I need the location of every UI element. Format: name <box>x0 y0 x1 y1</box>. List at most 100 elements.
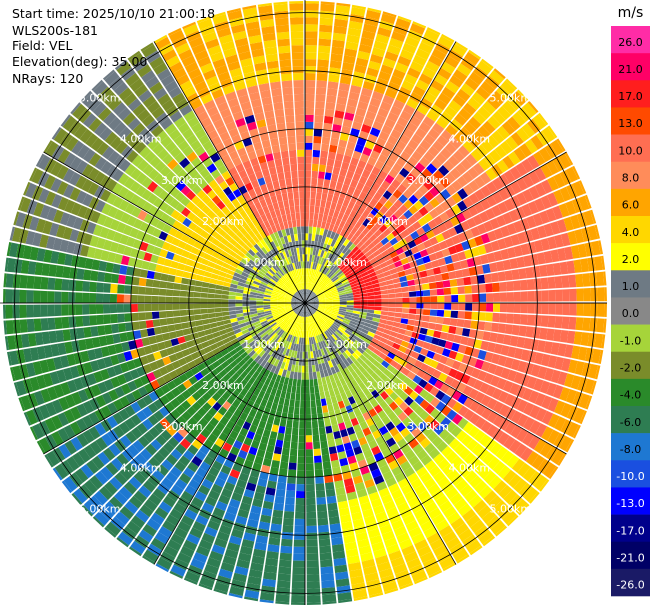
velocity-gate <box>287 413 294 421</box>
velocity-wedges <box>3 1 607 605</box>
velocity-gate <box>314 262 318 270</box>
velocity-gate <box>370 207 379 216</box>
velocity-gate <box>393 209 403 219</box>
velocity-gate <box>465 303 473 311</box>
velocity-gate <box>430 296 438 303</box>
velocity-gate <box>144 303 152 312</box>
velocity-gate <box>418 195 429 206</box>
velocity-gate <box>416 308 424 315</box>
velocity-gate <box>394 312 402 318</box>
velocity-gate <box>305 407 311 415</box>
velocity-gate <box>146 270 155 279</box>
velocity-gate <box>373 310 382 315</box>
velocity-gate <box>375 210 384 220</box>
velocity-gate <box>536 131 550 146</box>
velocity-gate <box>413 189 424 200</box>
velocity-gate <box>500 140 513 155</box>
velocity-gate <box>568 274 577 288</box>
velocity-gate <box>391 179 401 189</box>
velocity-gate <box>528 170 541 185</box>
velocity-gate <box>33 290 41 303</box>
velocity-gate <box>346 216 354 225</box>
velocity-gate <box>269 530 281 539</box>
velocity-gate <box>427 128 440 140</box>
velocity-gate <box>415 284 423 291</box>
velocity-gate <box>512 111 526 127</box>
velocity-gate <box>384 51 399 62</box>
velocity-gate <box>319 264 324 272</box>
velocity-gate <box>390 105 402 117</box>
velocity-gate <box>317 220 322 228</box>
velocity-gate <box>306 581 320 589</box>
velocity-gate <box>428 253 438 262</box>
velocity-gate <box>102 293 111 303</box>
velocity-gate <box>365 264 374 271</box>
velocity-gate <box>319 545 332 554</box>
velocity-gate <box>467 238 477 249</box>
velocity-gate <box>347 201 355 210</box>
velocity-gate <box>299 351 303 359</box>
velocity-gate <box>493 228 504 240</box>
velocity-gate <box>532 213 544 227</box>
velocity-gate <box>434 274 443 282</box>
velocity-gate <box>499 281 507 292</box>
velocity-gate <box>235 309 243 314</box>
velocity-gate <box>419 270 428 278</box>
velocity-gate <box>82 315 91 327</box>
velocity-gate <box>295 393 301 401</box>
velocity-gate <box>168 267 177 276</box>
velocity-gate <box>306 268 309 276</box>
velocity-gate <box>458 126 472 140</box>
velocity-gate <box>398 252 407 260</box>
velocity-gate <box>306 261 310 269</box>
velocity-gate <box>327 282 335 288</box>
velocity-gate <box>445 80 460 94</box>
velocity-gate <box>491 163 503 177</box>
velocity-gate <box>89 304 97 315</box>
velocity-gate <box>327 151 336 160</box>
velocity-gate <box>221 303 229 308</box>
velocity-gate <box>305 142 313 150</box>
velocity-gate <box>208 288 216 294</box>
velocity-gate <box>272 453 281 462</box>
velocity-gate <box>305 456 314 464</box>
velocity-gate <box>360 293 368 297</box>
velocity-gate <box>420 276 429 284</box>
velocity-gate <box>382 94 395 106</box>
velocity-gate <box>540 315 549 327</box>
velocity-gate <box>337 288 345 292</box>
velocity-gate <box>118 323 126 333</box>
velocity-gate <box>289 399 295 407</box>
velocity-gate <box>424 29 440 42</box>
velocity-gate <box>513 220 524 233</box>
velocity-gate <box>327 253 333 261</box>
velocity-gate <box>345 105 357 115</box>
velocity-gate <box>309 205 315 213</box>
velocity-gate <box>400 281 409 288</box>
velocity-gate <box>502 155 515 169</box>
velocity-gate <box>320 566 334 575</box>
velocity-gate <box>553 329 562 342</box>
velocity-gate <box>407 67 421 79</box>
velocity-gate <box>575 273 584 288</box>
velocity-gate <box>308 226 313 234</box>
velocity-gate <box>367 268 375 275</box>
velocity-gate <box>320 199 327 208</box>
velocity-gate <box>467 167 479 180</box>
velocity-gate <box>346 305 354 308</box>
velocity-gate <box>310 294 317 299</box>
velocity-gate <box>312 285 318 292</box>
velocity-gate <box>481 58 494 69</box>
velocity-gate <box>376 273 385 279</box>
velocity-gate <box>306 490 316 499</box>
velocity-gate <box>395 140 407 151</box>
velocity-gate <box>396 116 409 128</box>
velocity-gate <box>151 287 160 296</box>
velocity-gate <box>116 294 124 303</box>
velocity-gate <box>300 393 305 401</box>
velocity-gate <box>451 204 462 215</box>
velocity-gate <box>110 314 118 324</box>
velocity-gate <box>401 178 412 189</box>
velocity-gate <box>350 218 358 227</box>
velocity-gate <box>182 328 191 336</box>
